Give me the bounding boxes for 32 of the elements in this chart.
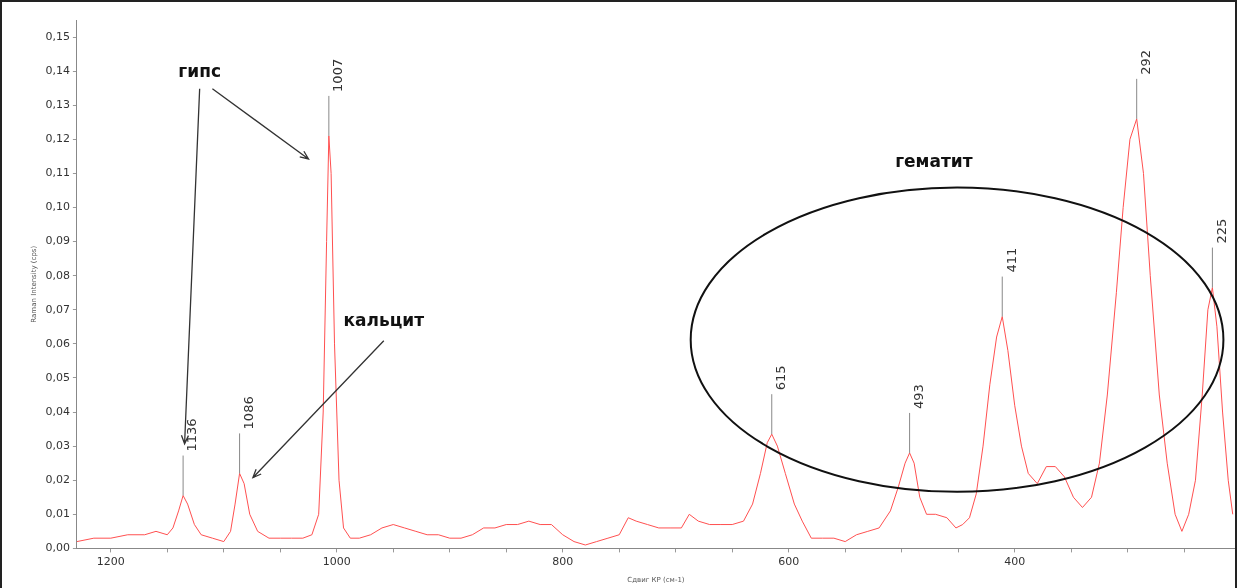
annotation: гематит [895,151,973,172]
annotation: 411 [1003,247,1019,273]
x-tick-label: 1000 [322,554,351,568]
y-tick-label: 0,05 [45,370,70,384]
annotation: 1007 [330,58,346,92]
annotation: 1136 [184,418,200,452]
y-tick-label: 0,01 [45,507,70,521]
annotation: 615 [773,365,789,391]
annotation: 493 [910,384,926,409]
annotation: 1086 [240,396,256,430]
y-tick-label: 0,02 [45,473,70,487]
y-tick-label: 0,06 [45,336,70,350]
y-tick-label: 0,00 [45,541,70,555]
y-tick-label: 0,09 [45,234,70,248]
x-tick-label: 400 [1004,554,1026,568]
x-tick-label: 1200 [96,554,125,568]
y-tick-label: 0,10 [45,200,70,214]
annotation: 292 [1138,50,1154,75]
y-tick-label: 0,14 [45,63,70,77]
y-tick-label: 0,12 [45,132,70,146]
y-tick-label: 0,11 [45,166,70,180]
x-tick-label: 800 [552,554,574,568]
annotation: гипс [178,61,221,82]
y-tick-label: 0,07 [45,302,70,316]
y-tick-label: 0,13 [45,98,70,112]
annotation: кальцит [343,309,425,330]
y-tick-label: 0,08 [45,268,70,282]
y-tick-label: 0,03 [45,438,70,452]
x-tick-label: 600 [778,554,800,568]
annotation: 225 [1213,218,1229,244]
y-tick-label: 0,15 [45,29,70,43]
y-tick-label: 0,04 [45,404,70,418]
